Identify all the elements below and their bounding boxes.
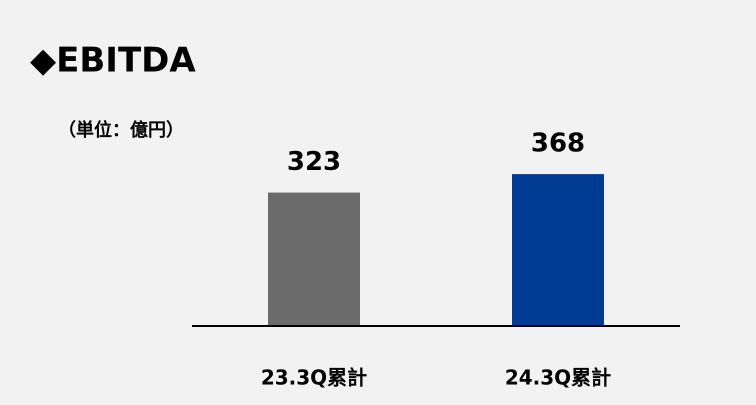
x-tick-label: 23.3Q累計 [261, 366, 367, 390]
value-label: 323 [287, 147, 341, 177]
x-tick-label: 24.3Q累計 [505, 366, 611, 390]
value-label: 368 [531, 129, 585, 159]
bar [512, 174, 604, 325]
chart-title: ◆EBITDA [30, 41, 196, 81]
bar [268, 192, 360, 325]
unit-label: （単位：億円） [58, 119, 184, 141]
